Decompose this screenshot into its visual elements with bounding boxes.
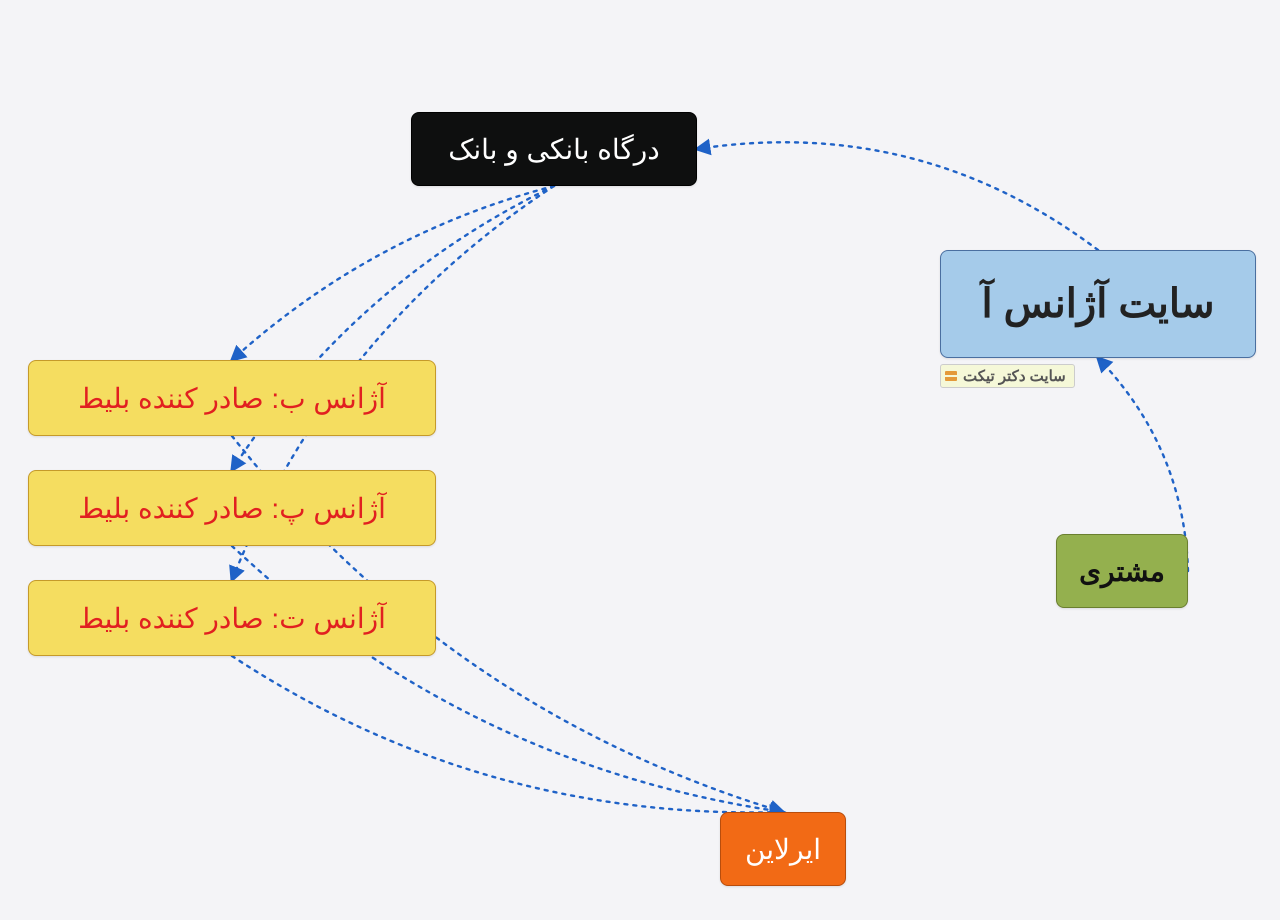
edge-bank-to-agency_b	[232, 186, 554, 360]
node-customer-label: مشتری	[1079, 555, 1165, 588]
caption-drticket: سایت دکتر تیکت	[940, 364, 1075, 388]
node-agency-a-site: سایت آژانس آ	[940, 250, 1256, 358]
edge-agency_t-to-airline	[232, 656, 783, 812]
node-bank-label: درگاه بانکی و بانک	[448, 133, 659, 166]
edge-agency_a-to-bank	[697, 142, 1098, 250]
node-agency-p-label: آژانس پ: صادر کننده بلیط	[78, 492, 386, 525]
node-agency-p: آژانس پ: صادر کننده بلیط	[28, 470, 436, 546]
node-agency-a-label: سایت آژانس آ	[981, 281, 1214, 327]
node-agency-t: آژانس ت: صادر کننده بلیط	[28, 580, 436, 656]
node-bank-gateway: درگاه بانکی و بانک	[411, 112, 697, 186]
node-airline-label: ایرلاین	[745, 833, 821, 866]
node-airline: ایرلاین	[720, 812, 846, 886]
node-agency-b: آژانس ب: صادر کننده بلیط	[28, 360, 436, 436]
caption-label: سایت دکتر تیکت	[963, 367, 1066, 385]
node-customer: مشتری	[1056, 534, 1188, 608]
node-agency-t-label: آژانس ت: صادر کننده بلیط	[78, 602, 386, 635]
node-agency-b-label: آژانس ب: صادر کننده بلیط	[78, 382, 386, 415]
list-icon	[945, 371, 957, 381]
diagram-stage: درگاه بانکی و بانک سایت آژانس آ سایت دکت…	[0, 0, 1280, 920]
